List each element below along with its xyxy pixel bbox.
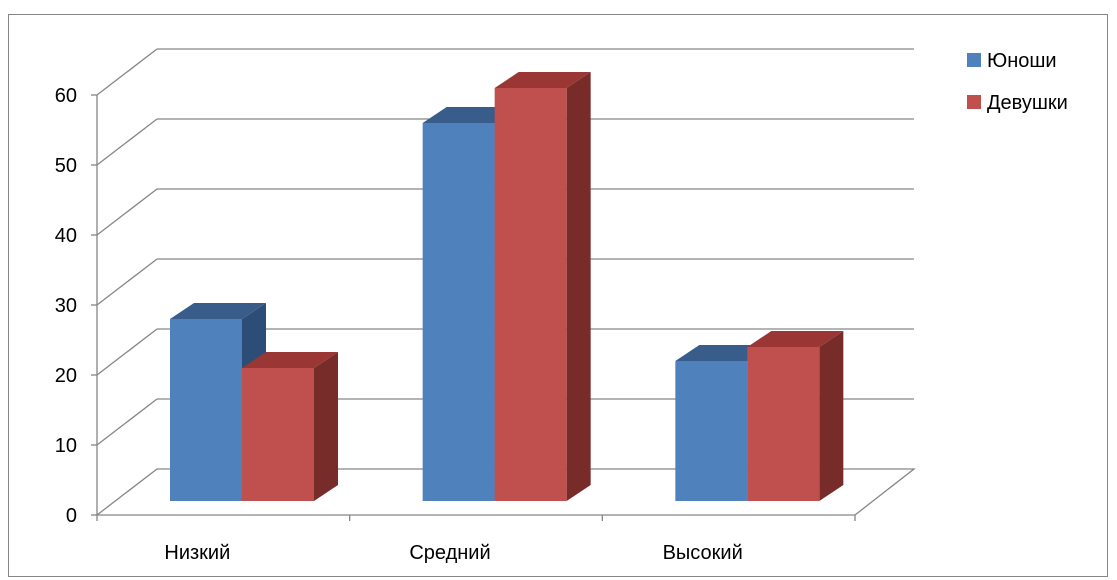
bar-top bbox=[170, 303, 266, 319]
gridline-side bbox=[96, 398, 158, 446]
gridline-side bbox=[96, 48, 158, 96]
x-tick-label: Высокий bbox=[663, 542, 743, 564]
x-tick-label: Средний bbox=[409, 542, 490, 564]
gridline-side bbox=[96, 258, 158, 306]
gridline-side bbox=[96, 328, 158, 376]
bar bbox=[747, 347, 820, 501]
legend-label: Девушки bbox=[987, 92, 1068, 114]
gridline-side bbox=[96, 118, 158, 166]
bar-top bbox=[747, 331, 844, 347]
y-tick-label: 60 bbox=[55, 85, 77, 107]
y-tick-labels: 0 10 20 30 40 50 60 bbox=[55, 85, 77, 527]
y-tick-label: 40 bbox=[55, 225, 77, 247]
legend-swatch bbox=[967, 53, 981, 67]
legend-label: Юноши bbox=[987, 50, 1057, 72]
bar bbox=[422, 123, 495, 501]
bar-side bbox=[566, 72, 591, 501]
bar-side bbox=[819, 331, 844, 501]
gridline-side bbox=[96, 188, 158, 236]
legend-swatch bbox=[967, 95, 981, 109]
bar-side bbox=[314, 352, 338, 501]
bar bbox=[494, 88, 567, 501]
y-tick-label: 10 bbox=[55, 435, 77, 457]
y-tick-label: 20 bbox=[55, 365, 77, 387]
bar-top bbox=[494, 72, 591, 88]
y-axis bbox=[91, 94, 856, 521]
x-tick-labels: Низкий Средний Высокий bbox=[164, 542, 742, 564]
x-tick-label: Низкий bbox=[164, 542, 230, 564]
y-tick-label: 50 bbox=[55, 155, 77, 177]
y-tick-label: 30 bbox=[55, 295, 77, 317]
bar-top bbox=[242, 352, 338, 368]
bar bbox=[170, 319, 242, 501]
bar bbox=[675, 361, 748, 501]
bars bbox=[170, 72, 844, 501]
legend: Юноши Девушки bbox=[967, 50, 1068, 114]
y-tick-label: 0 bbox=[66, 505, 77, 527]
bar bbox=[242, 368, 314, 501]
